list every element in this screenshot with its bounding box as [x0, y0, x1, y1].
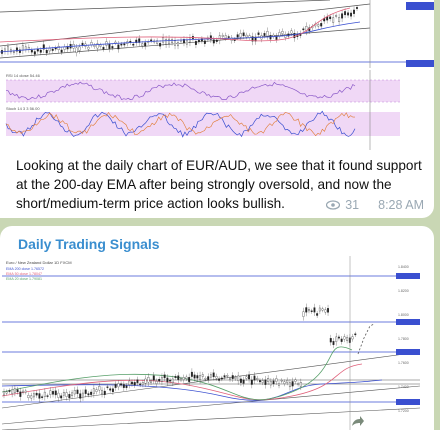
price-candles	[3, 303, 357, 403]
price-axis-label: 1.8000	[398, 313, 409, 317]
message-bubble-2: Daily Trading Signals Euro / New Zealand…	[0, 226, 434, 430]
price-axis-label: 1.7400	[398, 385, 409, 389]
price-axis-label: 1.8400	[398, 265, 409, 269]
legend-ema200: EMA 200 close 1.76572	[6, 267, 44, 271]
message-text: Looking at the daily chart of EUR/AUD, w…	[16, 158, 422, 211]
message-bubble-1: RSI 14 close 54.46 Stoch 14 3 3 56.00 Lo…	[0, 0, 434, 218]
legend-title: Euro / New Zealand Dollar 1D FXCM	[6, 260, 72, 265]
price-axis-label: 1.7800	[398, 337, 409, 341]
eye-icon	[326, 200, 341, 210]
price-axis-label: 1.8200	[398, 289, 409, 293]
indicator2-label: Stoch 14 3 3 56.00	[6, 106, 40, 111]
view-count: 31	[345, 198, 360, 212]
chart-image-eurNzd[interactable]: Euro / New Zealand Dollar 1D FXCM EMA 20…	[2, 256, 420, 430]
legend-ema50: EMA 50 close 1.78047	[6, 272, 42, 276]
message-time: 8:28 AM	[378, 198, 424, 212]
forward-icon[interactable]	[350, 416, 364, 428]
legend-ema20: EMA 20 close 1.79081	[6, 277, 42, 281]
chart-image-eurAud[interactable]: RSI 14 close 54.46 Stoch 14 3 3 56.00	[0, 0, 434, 150]
price-axis-label: 1.7200	[398, 409, 409, 413]
sender-name[interactable]: Daily Trading Signals	[18, 236, 160, 252]
indicator1-label: RSI 14 close 54.46	[6, 73, 41, 78]
price-axis: 1.8400 1.8200 1.8000 1.7800 1.7600 1.7400 1.72…	[398, 265, 409, 413]
message-meta: 31 8:28 AM	[326, 198, 424, 212]
price-axis-label: 1.7600	[398, 361, 409, 365]
